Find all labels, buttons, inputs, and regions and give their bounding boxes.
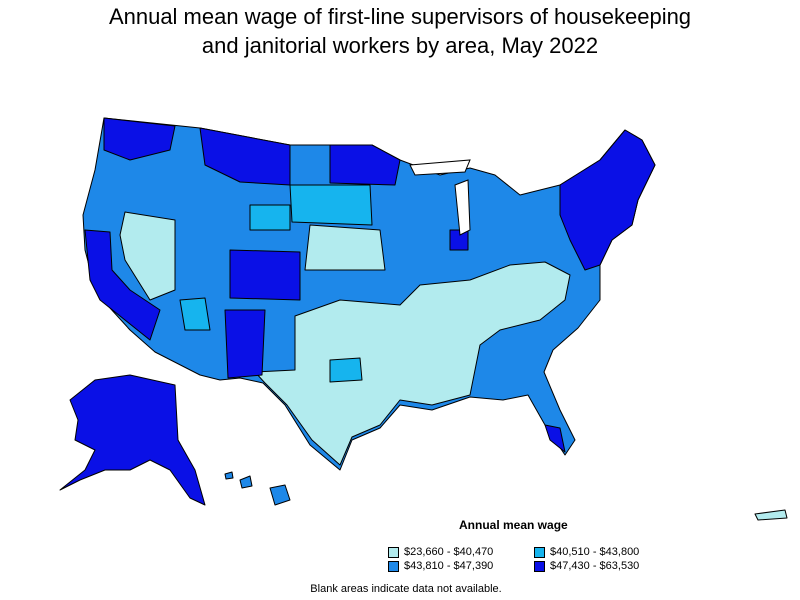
region-west-coast (84, 229, 161, 341)
legend-label-4: $47,430 - $63,530 (550, 560, 640, 572)
region-south-central (254, 261, 571, 466)
region-texas-mid (329, 357, 363, 383)
region-chicago (449, 229, 469, 251)
alaska (59, 374, 206, 506)
region-plains (304, 224, 386, 271)
lake-superior (409, 159, 471, 176)
puerto-rico (754, 509, 788, 521)
legend-swatch-3 (388, 560, 399, 572)
region-arizona-mid (179, 297, 211, 331)
legend-label-2: $40,510 - $43,800 (550, 546, 640, 558)
legend-item-3: $43,810 - $47,390 (388, 560, 493, 572)
region-montana (199, 127, 291, 186)
region-new-mexico (224, 309, 266, 379)
legend-swatch-1 (388, 546, 399, 558)
hawaii-small (224, 471, 234, 480)
region-northeast (559, 129, 656, 271)
legend-swatch-4 (534, 560, 545, 572)
region-colorado (229, 249, 301, 301)
region-dakotas (289, 184, 373, 226)
map-title: Annual mean wage of first-line superviso… (0, 2, 800, 60)
legend-swatch-2 (534, 546, 545, 558)
legend-label-1: $23,660 - $40,470 (404, 546, 494, 558)
region-nevada (119, 211, 176, 301)
legend-item-2: $40,510 - $43,800 (534, 546, 639, 558)
legend-label-3: $43,810 - $47,390 (404, 560, 494, 572)
great-lakes (409, 159, 471, 236)
data-note: Blank areas indicate data not available. (310, 583, 502, 595)
legend-title: Annual mean wage (459, 518, 568, 532)
hawaii (239, 475, 253, 489)
legend-item-1: $23,660 - $40,470 (388, 546, 493, 558)
hawaii-big-island (269, 484, 291, 506)
region-wyoming (249, 204, 291, 231)
legend-item-4: $47,430 - $63,530 (534, 560, 639, 572)
region-minnesota-north (329, 144, 401, 186)
lake-michigan (454, 179, 471, 236)
contiguous-us (82, 117, 656, 471)
title-line-2: and janitorial workers by area, May 2022 (201, 33, 599, 58)
region-washington (103, 117, 176, 161)
region-florida-south (544, 424, 566, 453)
title-line-1: Annual mean wage of first-line superviso… (108, 4, 692, 29)
